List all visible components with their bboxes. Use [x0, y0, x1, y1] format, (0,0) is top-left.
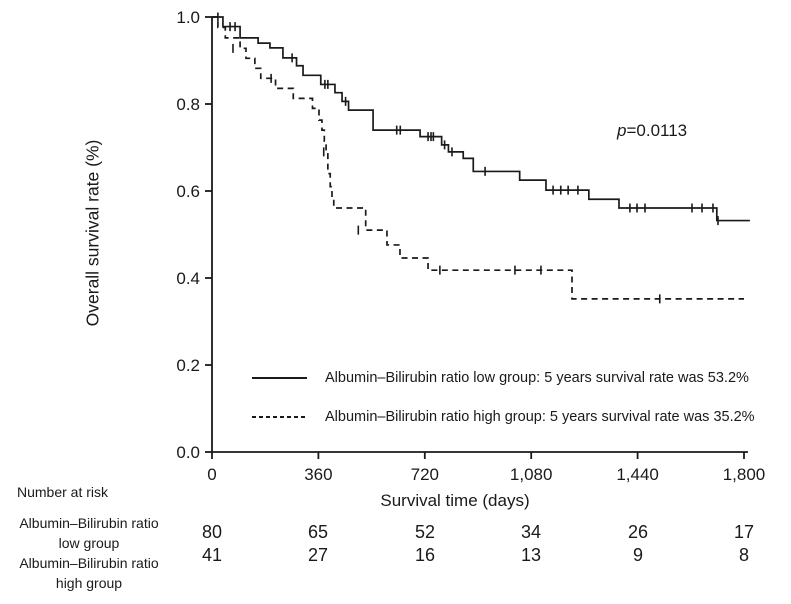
y-tick-label: 0.2 [176, 356, 200, 375]
risk-count: 65 [307, 522, 329, 542]
solid-line-icon [252, 376, 307, 379]
y-tick-label: 0.4 [176, 269, 200, 288]
dashed-line-icon [252, 415, 307, 418]
risk-count: 52 [414, 522, 436, 542]
p-value: p=0.0113 [617, 121, 687, 141]
risk-count: 16 [414, 545, 436, 565]
risk-count: 17 [733, 522, 755, 542]
p-value-symbol: p [617, 121, 627, 140]
legend-row-high: Albumin–Bilirubin ratio high group: 5 ye… [252, 397, 787, 436]
x-tick-label: 0 [207, 465, 216, 484]
y-tick-label: 0.8 [176, 95, 200, 114]
y-tick-label: 0.0 [176, 443, 200, 462]
survival-curve-dashed [212, 16, 744, 300]
censor-marks-solid [217, 12, 719, 226]
risk-count: 8 [738, 545, 749, 565]
risk-row-low-name-line2: low group [58, 535, 120, 551]
p-value-number: =0.0113 [626, 121, 688, 140]
number-at-risk-label: Number at risk [17, 484, 109, 500]
legend-label-low: Albumin–Bilirubin ratio low group: 5 yea… [325, 369, 749, 386]
y-axis-label: Overall survival rate (%) [82, 139, 103, 327]
risk-row-high-name-line1: Albumin–Bilirubin ratio [19, 555, 159, 571]
x-tick-label: 1,800 [723, 465, 766, 484]
censor-marks-dashed [232, 43, 661, 304]
risk-count: 34 [520, 522, 542, 542]
legend-row-low: Albumin–Bilirubin ratio low group: 5 yea… [252, 358, 787, 397]
x-tick-label: 360 [304, 465, 332, 484]
risk-count: 13 [520, 545, 542, 565]
risk-count: 9 [632, 545, 643, 565]
legend: Albumin–Bilirubin ratio low group: 5 yea… [252, 358, 787, 436]
risk-count: 41 [201, 545, 223, 565]
risk-row-high-name-line2: high group [55, 575, 123, 591]
x-axis-label: Survival time (days) [380, 491, 530, 510]
x-tick-label: 1,080 [510, 465, 553, 484]
risk-count: 27 [307, 545, 329, 565]
risk-row-low-name-line1: Albumin–Bilirubin ratio [19, 515, 159, 531]
x-tick-label: 720 [411, 465, 439, 484]
legend-label-high: Albumin–Bilirubin ratio high group: 5 ye… [325, 408, 755, 425]
risk-count: 26 [627, 522, 649, 542]
risk-count: 80 [201, 522, 223, 542]
y-tick-label: 1.0 [176, 8, 200, 27]
survival-curve-solid [212, 16, 750, 222]
y-tick-label: 0.6 [176, 182, 200, 201]
x-tick-label: 1,440 [616, 465, 659, 484]
